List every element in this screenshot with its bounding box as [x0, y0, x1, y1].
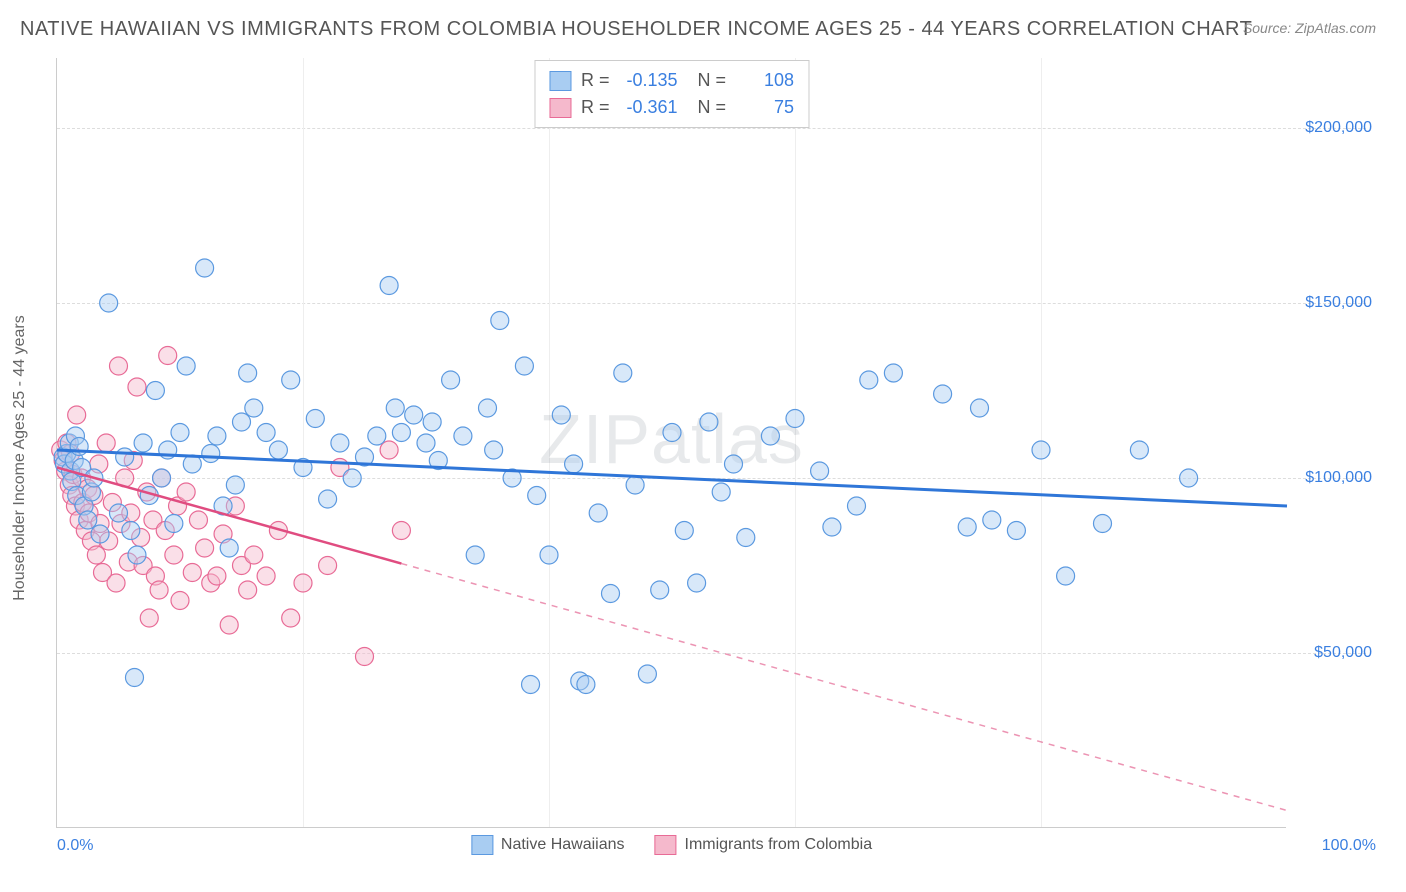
stats-legend: R = -0.135 N = 108 R = -0.361 N = 75	[534, 60, 809, 128]
n-label: N =	[688, 67, 727, 94]
stats-row-0: R = -0.135 N = 108	[549, 67, 794, 94]
y-tick-label: $200,000	[1292, 119, 1372, 137]
legend-item-0: Native Hawaiians	[471, 835, 625, 855]
r-label: R =	[581, 67, 610, 94]
stats-row-1: R = -0.361 N = 75	[549, 94, 794, 121]
swatch-blue	[549, 71, 571, 91]
y-tick-label: $150,000	[1292, 294, 1372, 312]
x-tick-0: 0.0%	[57, 837, 93, 855]
n-value-0: 108	[736, 67, 794, 94]
chart-title: NATIVE HAWAIIAN VS IMMIGRANTS FROM COLOM…	[20, 18, 1252, 41]
y-tick-label: $50,000	[1292, 644, 1372, 662]
swatch-blue	[471, 835, 493, 855]
legend-label-0: Native Hawaiians	[501, 836, 625, 854]
n-value-1: 75	[736, 94, 794, 121]
r-value-0: -0.135	[620, 67, 678, 94]
legend-label-1: Immigrants from Colombia	[685, 836, 873, 854]
r-value-1: -0.361	[620, 94, 678, 121]
y-tick-label: $100,000	[1292, 469, 1372, 487]
bottom-legend: Native Hawaiians Immigrants from Colombi…	[471, 835, 872, 855]
swatch-pink	[549, 98, 571, 118]
x-tick-100: 100.0%	[1322, 837, 1376, 855]
source-label: Source: ZipAtlas.com	[1243, 20, 1376, 36]
swatch-pink	[655, 835, 677, 855]
r-label: R =	[581, 94, 610, 121]
legend-item-1: Immigrants from Colombia	[655, 835, 873, 855]
n-label: N =	[688, 94, 727, 121]
y-axis-label: Householder Income Ages 25 - 44 years	[11, 315, 29, 601]
plot: $50,000$100,000$150,000$200,000 ZIPatlas…	[56, 58, 1286, 828]
scatter-svg	[57, 58, 1287, 828]
chart-area: Householder Income Ages 25 - 44 years $5…	[56, 58, 1376, 858]
